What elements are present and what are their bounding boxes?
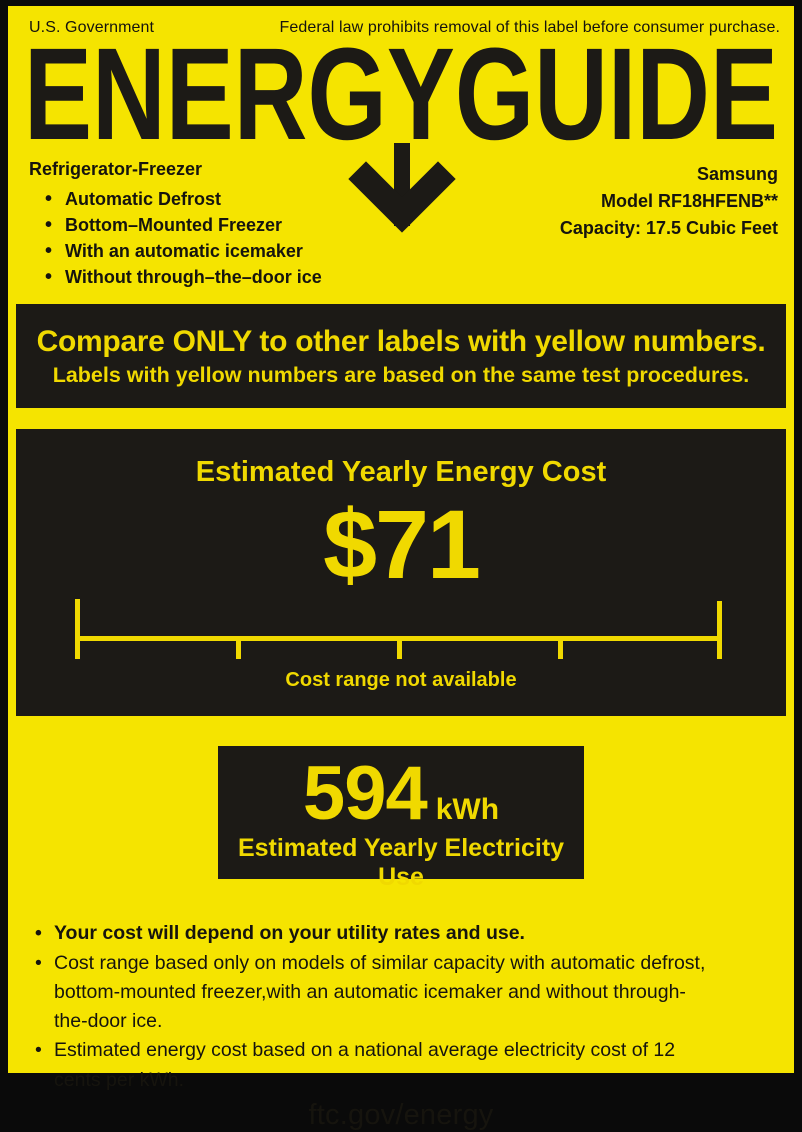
cost-range-scale: [75, 599, 722, 660]
energyguide-label: U.S. Government Federal law prohibits re…: [8, 6, 794, 1131]
model-number: Model RF18HFENB**: [600, 191, 778, 211]
electricity-use-label: Estimated Yearly Electricity Use: [237, 834, 565, 892]
federal-law-notice: Federal law prohibits removal of this la…: [279, 19, 780, 36]
product-features-column: Refrigerator-Freezer Automatic Defrost B…: [29, 159, 389, 292]
yearly-cost-value: $71: [323, 490, 481, 600]
product-category: Refrigerator-Freezer: [29, 159, 203, 179]
product-identity-column: Samsung Model RF18HFENB** Capacity: 17.5…: [560, 159, 778, 290]
electricity-use-value: 594: [302, 751, 428, 837]
energyguide-logo: ENERGYGUIDE: [21, 43, 781, 143]
brand-name: Samsung: [696, 164, 778, 184]
compare-banner-headline: Compare ONLY to other labels with yellow…: [36, 324, 766, 358]
footnote-list: Your cost will depend on your utility ra…: [35, 919, 764, 1095]
capacity-text: Capacity: 17.5 Cubic Feet: [559, 218, 778, 238]
label-header: U.S. Government Federal law prohibits re…: [8, 6, 794, 37]
feature-item: Bottom–Mounted Freezer: [45, 211, 389, 240]
footnote-item: Cost range based only on models of simil…: [35, 949, 714, 1037]
energyguide-logotype: ENERGYGUIDE: [24, 43, 778, 143]
energyguide-label-page: { "colors": { "background_yellow": "#f5e…: [0, 0, 802, 1083]
compare-banner-subtext: Labels with yellow numbers are based on …: [52, 362, 750, 387]
ftc-gov-energy-link: ftc.gov/energy: [308, 1098, 494, 1131]
yearly-energy-cost-box: Estimated Yearly Energy Cost $71 Cost ra…: [16, 429, 786, 717]
energyguide-logo-text: ENERGYGUIDE: [24, 43, 778, 143]
cost-box-title: Estimated Yearly Energy Cost: [195, 456, 607, 489]
feature-item: With an automatic icemaker: [45, 237, 389, 266]
electricity-use-value-row: 594 kWh: [218, 746, 584, 834]
top-section: ENERGYGUIDE Refrigerator-Freezer Automat…: [8, 43, 794, 292]
us-government-text: U.S. Government: [29, 19, 155, 36]
electricity-use-box: 594 kWh Estimated Yearly Electricity Use: [218, 746, 584, 891]
electricity-use-unit: kWh: [435, 793, 500, 827]
cost-range-note: Cost range not available: [285, 669, 517, 692]
feature-item: Without through–the–door ice: [45, 263, 389, 292]
footnote-item: Your cost will depend on your utility ra…: [35, 919, 714, 949]
feature-list: Automatic Defrost Bottom–Mounted Freezer…: [29, 185, 389, 292]
compare-banner: Compare ONLY to other labels with yellow…: [16, 304, 786, 409]
product-info-row: Refrigerator-Freezer Automatic Defrost B…: [8, 143, 794, 292]
footnote-item: Estimated energy cost based on a nationa…: [35, 1036, 714, 1095]
feature-item: Automatic Defrost: [45, 185, 389, 214]
